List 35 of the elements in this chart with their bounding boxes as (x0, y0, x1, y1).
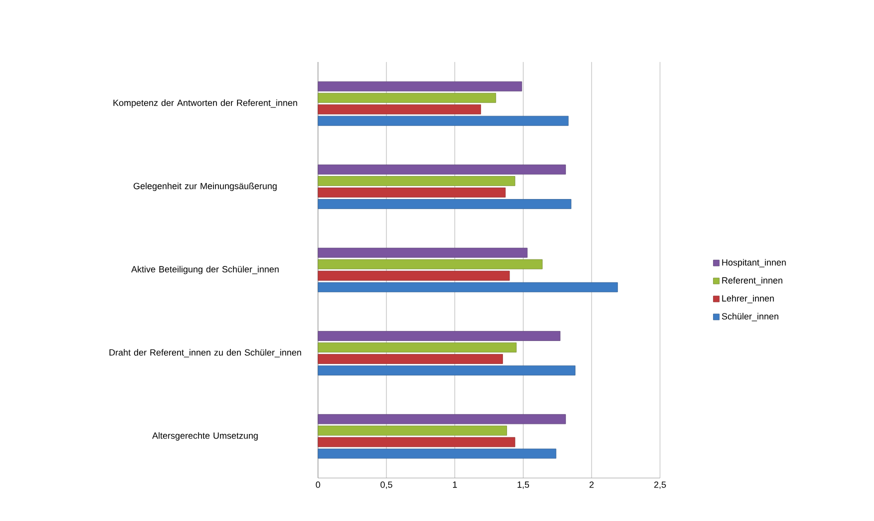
legend-label: Lehrer_innen (722, 294, 774, 304)
x-tick-label: 2,5 (654, 482, 666, 489)
x-tick-label: 2 (590, 482, 594, 488)
bar (318, 176, 516, 186)
x-tick-label: 0,5 (380, 482, 392, 489)
bar (318, 270, 510, 281)
legend-label: Hospitant_innen (722, 259, 786, 268)
bar (318, 104, 481, 114)
bar (318, 354, 503, 364)
bar (318, 259, 543, 270)
x-tick-label: 1,5 (518, 482, 530, 489)
bar (318, 199, 572, 209)
bar (318, 448, 556, 459)
bar (318, 92, 496, 103)
bar (318, 342, 517, 352)
bar (318, 282, 618, 292)
bar (318, 164, 566, 175)
x-tick-label: 1 (452, 482, 457, 488)
bar (318, 437, 516, 448)
bar (318, 116, 569, 126)
bar (318, 365, 576, 376)
bar (318, 414, 566, 424)
y-tick-label: Gelegenheit zur Meinungsäußerung (134, 182, 277, 191)
bar (318, 331, 560, 341)
bar (318, 426, 507, 436)
legend-label: Referent_innen (722, 276, 782, 286)
y-tick-label: Aktive Beteiligung der Schüler_innen (131, 266, 279, 274)
bar (318, 81, 522, 92)
y-tick-label: Altersgerechte Umsetzung (152, 432, 258, 441)
y-tick-label: Draht der Referent_innen zu den Schüler_innen (110, 349, 302, 358)
x-tick-label: 0 (316, 482, 320, 488)
y-tick-label: Kompetenz der Antworten der Referent_innen (114, 99, 298, 108)
bar (318, 248, 528, 258)
bar (318, 188, 506, 198)
legend-label: Schüler_innen (722, 312, 778, 322)
